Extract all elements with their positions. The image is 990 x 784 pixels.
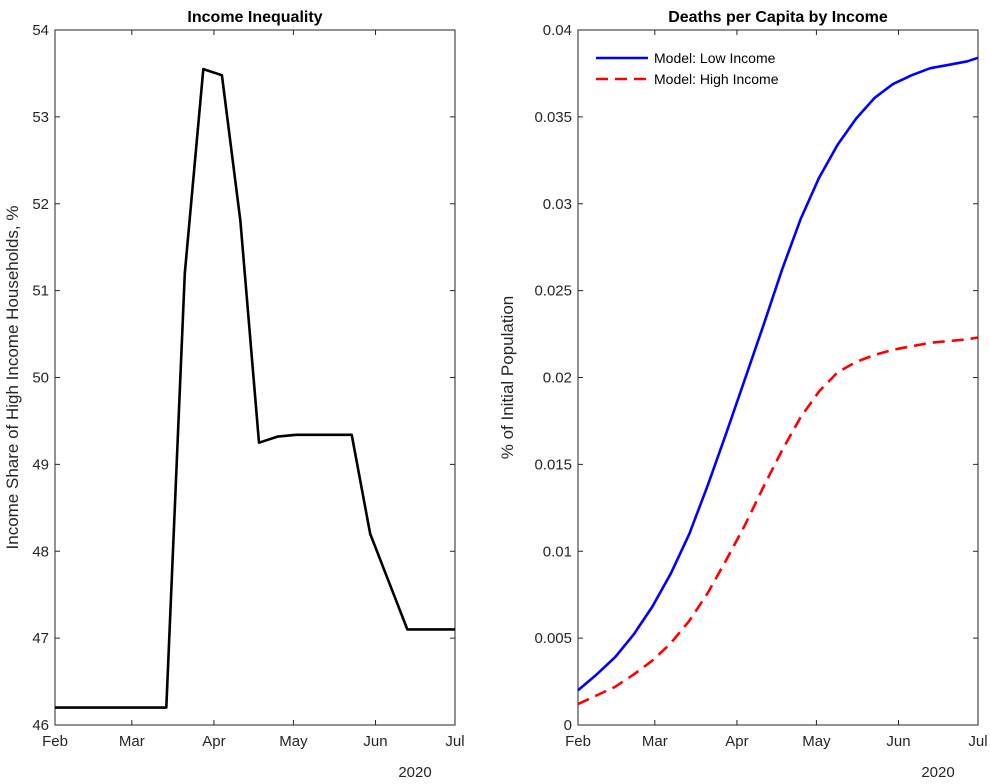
chart-panel-1: 46 47 48 49 50 51 52 53 54 Feb Mar Apr May Jun Jul 2020… <box>3 9 465 781</box>
chart-title: Deaths per Capita by Income <box>668 9 888 26</box>
axes-box <box>577 29 979 726</box>
legend-entry: Model: Low Income <box>654 50 776 66</box>
legend: Model: Low Income Model: High Income <box>596 50 779 87</box>
y-tick-label: 50 <box>32 370 49 387</box>
legend-entry: Model: High Income <box>654 71 779 87</box>
x-tick-label: May <box>279 733 308 750</box>
x-tick-label: Mar <box>642 733 668 750</box>
y-tick-label: 47 <box>32 630 49 647</box>
y-tick-label: 0.04 <box>543 22 572 39</box>
y-tick-label: 0.035 <box>534 109 572 126</box>
chart-panel-2: 0 0.005 0.01 0.015 0.02 0.025 0.03 0.035 0.04 Feb… <box>498 9 988 781</box>
x-year-label: 2020 <box>921 764 954 779</box>
y-tick-label: 48 <box>32 543 49 560</box>
y-tick-label: 51 <box>32 283 49 300</box>
y-axis-label: Income Share of High Income Households, … <box>3 206 22 550</box>
x-tick-label: Jun <box>886 733 910 750</box>
y-tick-label: 53 <box>32 109 49 126</box>
x-tick-label: Feb <box>42 733 68 750</box>
y-tick-label: 0.005 <box>534 630 572 647</box>
series-line-1 <box>55 67 455 709</box>
x-tick-label: Jul <box>445 733 464 750</box>
x-tick-label: Apr <box>202 733 225 750</box>
y-tick-label: 49 <box>32 456 49 473</box>
chart-title: Income Inequality <box>187 9 322 26</box>
x-tick-label: May <box>802 733 831 750</box>
y-tick-label: 0.03 <box>543 196 572 213</box>
y-tick-label: 0 <box>564 717 572 734</box>
y-tick-label: 54 <box>32 22 49 39</box>
x-tick-label: Mar <box>119 733 145 750</box>
y-tick-label: 0.025 <box>534 283 572 300</box>
y-tick-label: 0.01 <box>543 543 572 560</box>
x-tick-label: Feb <box>565 733 591 750</box>
y-tick-label: 52 <box>32 196 49 213</box>
x-tick-label: Jun <box>363 733 387 750</box>
x-tick-label: Apr <box>725 733 748 750</box>
y-tick-label: 0.02 <box>543 370 572 387</box>
x-year-label: 2020 <box>398 764 431 779</box>
series-line-1 <box>577 56 979 692</box>
axes-box <box>54 29 456 726</box>
x-tick-label: Jul <box>968 733 987 750</box>
y-tick-label: 46 <box>32 717 49 734</box>
series-line-2 <box>577 336 979 706</box>
y-axis-label: % of Initial Population <box>498 296 517 460</box>
y-tick-label: 0.015 <box>534 456 572 473</box>
